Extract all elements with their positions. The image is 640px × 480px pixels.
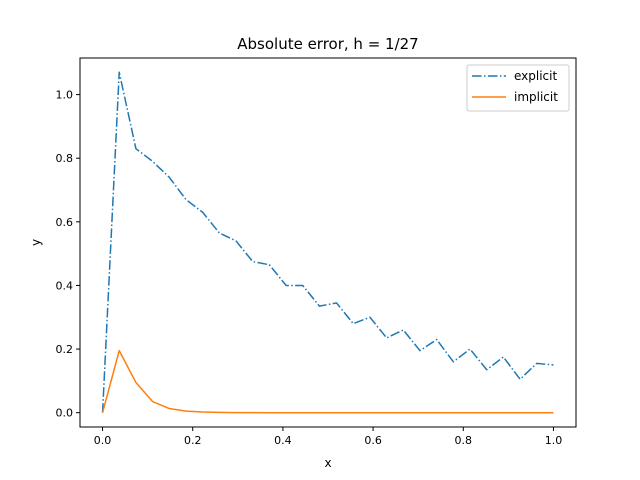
plot-area [79,57,577,428]
x-tick-label: 0.8 [455,434,473,447]
legend: explicit implicit [466,64,570,112]
x-tick-label: 0.4 [274,434,292,447]
x-tick-label: 0.2 [184,434,202,447]
plot-frame [79,57,577,428]
y-tick-label: 0.4 [56,279,74,292]
x-axis: 0.0 0.2 0.4 0.6 0.8 1.0 [94,427,562,447]
y-tick-label: 1.0 [56,89,74,102]
y-axis-label: y [29,239,43,246]
series-layer [101,71,554,414]
y-tick-label: 0.6 [56,216,74,229]
y-axis: 0.0 0.2 0.4 0.6 0.8 1.0 [56,89,80,420]
x-axis-label: x [324,456,331,470]
series-line-explicit [101,71,554,413]
legend-label-explicit: explicit [514,69,557,83]
y-tick-label: 0.0 [56,407,74,420]
x-tick-label: 0.0 [94,434,112,447]
series-line-implicit [101,349,554,414]
y-tick-label: 0.2 [56,343,74,356]
chart-title: Absolute error, h = 1/27 [237,35,418,53]
x-tick-label: 0.6 [364,434,382,447]
x-tick-label: 1.0 [545,434,563,447]
legend-label-implicit: implicit [514,90,558,104]
y-tick-label: 0.8 [56,152,74,165]
